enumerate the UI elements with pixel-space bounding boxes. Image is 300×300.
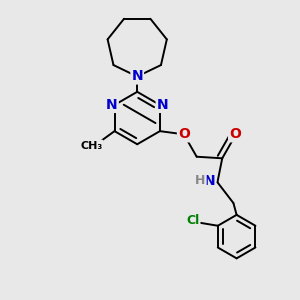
Text: N: N	[131, 70, 143, 83]
Text: O: O	[229, 127, 241, 141]
Text: N: N	[106, 98, 118, 112]
Text: N: N	[204, 174, 215, 188]
Text: H: H	[195, 174, 206, 187]
Text: CH₃: CH₃	[80, 140, 102, 151]
Text: Cl: Cl	[186, 214, 200, 227]
Text: O: O	[178, 127, 190, 141]
Text: N: N	[157, 98, 168, 112]
